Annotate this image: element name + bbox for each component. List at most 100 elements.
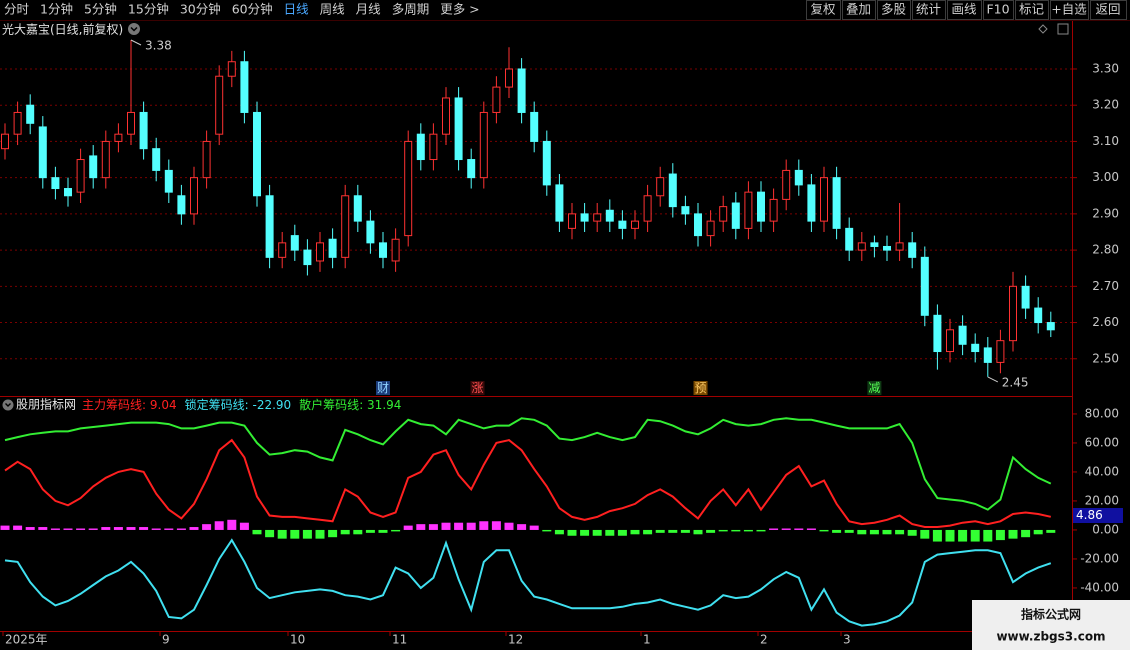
- toolbar-tab[interactable]: 周线: [320, 2, 346, 17]
- histogram-bar: [76, 528, 86, 530]
- event-badge[interactable]: [693, 381, 708, 395]
- toolbar-tab[interactable]: 30分钟: [180, 2, 221, 17]
- toolbar-tab[interactable]: 月线: [356, 2, 382, 17]
- histogram-bar: [63, 528, 73, 530]
- toolbar-tab[interactable]: 更多 >: [440, 2, 479, 17]
- y-tick-label: 3.00: [1092, 170, 1119, 184]
- histogram-bar: [454, 522, 464, 530]
- event-label[interactable]: 涨: [471, 380, 483, 395]
- candle-body: [845, 227, 854, 251]
- candle-body: [164, 169, 173, 193]
- diamond-icon[interactable]: [1038, 24, 1048, 34]
- histogram-bar: [554, 529, 564, 535]
- toolbar-button[interactable]: 返回: [1095, 2, 1120, 17]
- title-menu-icon[interactable]: [128, 23, 140, 35]
- toolbar-button-frame[interactable]: [1050, 0, 1089, 20]
- toolbar-button[interactable]: 标记: [1019, 2, 1045, 17]
- histogram-bar: [466, 522, 476, 530]
- y-tick-label: 60.00: [1085, 435, 1119, 449]
- histogram-bar: [844, 529, 854, 533]
- cursor-value: 4.86: [1076, 508, 1103, 522]
- toolbar-tab[interactable]: 1分钟: [40, 2, 73, 17]
- histogram-bar: [265, 529, 275, 538]
- histogram-bar: [895, 529, 905, 535]
- toolbar-button-frame[interactable]: [842, 0, 876, 20]
- candle-body: [51, 177, 60, 190]
- histogram-bar: [529, 525, 539, 530]
- y-tick-label: 3.30: [1092, 61, 1119, 75]
- event-badge[interactable]: [867, 381, 882, 395]
- watermark-title: 指标公式网: [1021, 607, 1081, 622]
- window-icon[interactable]: [1057, 23, 1069, 35]
- candle-body: [568, 213, 576, 229]
- candle-body: [404, 140, 413, 237]
- histogram-bar: [920, 529, 930, 539]
- toolbar-tab[interactable]: 5分钟: [84, 2, 117, 17]
- toolbar-button[interactable]: 叠加: [846, 2, 871, 17]
- candle-body: [76, 159, 85, 193]
- candle-body: [215, 75, 224, 135]
- toolbar-button[interactable]: 复权: [810, 2, 836, 17]
- candle-body: [769, 198, 778, 222]
- toolbar-button-frame[interactable]: [947, 0, 982, 20]
- event-badge[interactable]: [470, 381, 485, 395]
- candle-body: [1046, 322, 1055, 331]
- candle-body: [807, 184, 816, 222]
- x-tick-label: 3: [843, 633, 851, 647]
- candle-body: [983, 347, 992, 363]
- candle-body: [719, 206, 728, 222]
- histogram-bar: [517, 524, 527, 530]
- toolbar-button-frame[interactable]: [877, 0, 911, 20]
- candle-body: [706, 220, 715, 237]
- toolbar-button-frame[interactable]: [1015, 0, 1049, 20]
- toolbar-button[interactable]: F10: [986, 2, 1009, 17]
- candle-body: [908, 242, 917, 258]
- histogram-bar: [479, 521, 489, 530]
- histogram-bar: [126, 527, 136, 530]
- toolbar-tab[interactable]: 分时: [4, 2, 30, 17]
- toolbar-button[interactable]: 统计: [916, 2, 941, 17]
- histogram-bar: [592, 529, 602, 536]
- candle-body: [253, 111, 261, 197]
- y-tick-label: 3.20: [1092, 98, 1119, 112]
- toolbar-button-frame[interactable]: [806, 0, 841, 20]
- histogram-bar: [958, 529, 968, 542]
- toolbar-tab[interactable]: 多周期: [392, 2, 430, 17]
- candle-body: [782, 169, 791, 200]
- histogram-bar: [781, 528, 791, 530]
- candle-body: [416, 133, 425, 161]
- toolbar-tab[interactable]: 15分钟: [128, 2, 169, 17]
- x-tick-label: 11: [392, 633, 407, 647]
- event-badge[interactable]: [376, 381, 390, 395]
- histogram-bar: [0, 525, 10, 530]
- y-tick-label: 80.00: [1085, 406, 1119, 420]
- candle-body: [946, 329, 954, 353]
- event-label[interactable]: 财: [377, 381, 389, 395]
- toolbar-button[interactable]: 多股: [881, 2, 907, 17]
- candle-body: [971, 343, 980, 353]
- toolbar-button-frame[interactable]: [1090, 0, 1127, 20]
- toolbar-tab[interactable]: 60分钟: [232, 2, 273, 17]
- y-tick-label: 2.50: [1092, 351, 1119, 365]
- histogram-bar: [101, 527, 111, 530]
- candle-body: [996, 340, 1005, 363]
- toolbar-tab[interactable]: 日线: [284, 2, 310, 17]
- legend-entry: 锁定筹码线: -22.90: [185, 397, 292, 412]
- y-tick-label: 0.00: [1092, 522, 1119, 536]
- candle-body: [278, 242, 287, 258]
- candle-body: [1009, 285, 1017, 342]
- event-label[interactable]: 预: [695, 381, 707, 395]
- x-tick-label: 1: [643, 633, 651, 647]
- candle-body: [353, 195, 362, 222]
- toolbar-button-frame[interactable]: [983, 0, 1014, 20]
- histogram-bar: [718, 529, 728, 532]
- histogram-bar: [945, 529, 955, 542]
- toolbar-button[interactable]: 画线: [951, 2, 977, 17]
- candle-body: [379, 242, 387, 258]
- toolbar-button[interactable]: +自选: [1051, 2, 1087, 17]
- event-label[interactable]: 减: [868, 381, 880, 395]
- indicator-menu-icon[interactable]: [2, 399, 14, 411]
- histogram-bar: [1033, 529, 1043, 535]
- toolbar-button-frame[interactable]: [912, 0, 946, 20]
